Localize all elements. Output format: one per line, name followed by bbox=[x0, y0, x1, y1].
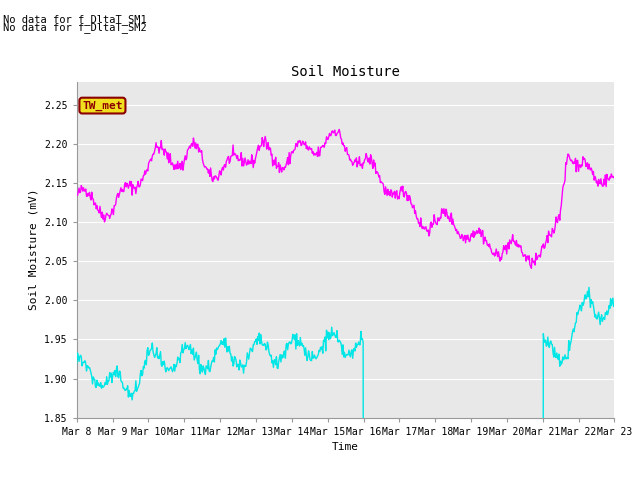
X-axis label: Time: Time bbox=[332, 442, 359, 452]
Y-axis label: Soil Moisture (mV): Soil Moisture (mV) bbox=[29, 189, 38, 311]
Text: No data for f_DltaT_SM1: No data for f_DltaT_SM1 bbox=[3, 14, 147, 25]
Text: TW_met: TW_met bbox=[82, 100, 123, 111]
Text: No data for f_DltaT_SM2: No data for f_DltaT_SM2 bbox=[3, 22, 147, 33]
Title: Soil Moisture: Soil Moisture bbox=[291, 65, 400, 79]
